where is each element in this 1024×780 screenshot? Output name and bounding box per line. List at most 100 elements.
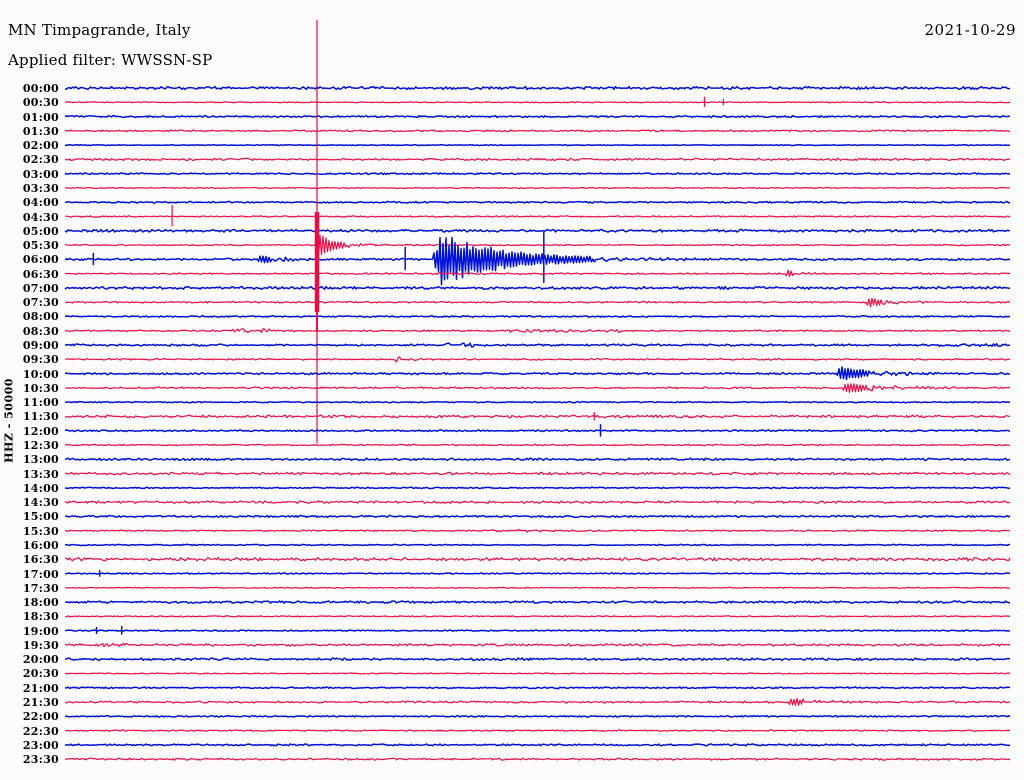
trace-row-2330 [64,757,1011,761]
trace-row-0900 [64,342,1010,348]
trace-row-1100 [64,400,1011,404]
trace-row-2130 [64,697,1011,706]
time-label: 06:00 [22,253,59,267]
time-label: 11:30 [22,410,59,424]
time-label: 02:00 [22,139,59,153]
time-label: 21:00 [22,681,59,695]
trace-row-2230 [64,729,1011,732]
trace-row-1530 [64,528,1011,533]
trace-row-2300 [64,743,1011,747]
time-label: 14:30 [22,496,59,510]
trace-row-0730 [64,297,1011,308]
trace-row-0630 [64,269,1011,277]
trace-row-2200 [64,714,1011,718]
trace-row-1630 [64,556,1011,562]
trace-row-0200 [65,143,1011,147]
trace-row-0300 [64,172,1011,176]
time-label: 10:00 [22,367,59,381]
time-label: 19:30 [22,638,59,652]
time-label: 05:30 [22,239,59,253]
trace-row-1930 [64,642,1011,648]
time-label: 04:00 [22,196,59,210]
filter-label: Applied filter: WWSSN-SP [8,51,213,69]
trace-row-1000 [65,366,1011,381]
trace-row-0130 [65,129,1011,133]
trace-row-0000 [64,85,1011,91]
time-label: 18:30 [22,610,59,624]
time-label: 10:30 [22,381,59,395]
trace-row-1200 [64,423,1011,437]
trace-row-1500 [64,514,1011,519]
trace-row-0530 [65,19,1011,444]
time-label: 11:00 [22,396,59,410]
time-label: 09:30 [22,353,59,367]
trace-row-1330 [64,471,1011,476]
trace-row-1030 [64,383,1011,393]
time-label: 08:30 [22,324,59,338]
trace-row-0800 [64,315,1011,318]
time-label: 07:30 [22,296,59,310]
time-label: 23:00 [22,738,59,752]
time-label: 04:30 [22,210,59,224]
time-label: 00:30 [22,96,59,110]
trace-row-0500 [64,228,1011,233]
trace-row-1700 [64,569,1011,577]
time-label: 17:00 [22,567,59,581]
time-label: 01:00 [22,110,59,124]
trace-row-1730 [64,586,1011,589]
trace-row-2100 [64,686,1011,690]
time-label: 07:00 [22,281,59,295]
time-label: 13:30 [22,467,59,481]
time-label: 14:00 [22,481,59,495]
trace-row-1300 [64,457,1011,462]
time-label: 16:00 [22,538,59,552]
time-label: 22:00 [22,710,59,724]
time-label: 23:30 [22,753,59,767]
trace-row-0330 [64,186,1011,190]
time-label: 09:00 [22,339,59,353]
time-label: 17:30 [22,581,59,595]
trace-row-0030 [64,96,1011,108]
date-label: 2021-10-29 [924,21,1016,39]
trace-row-1430 [64,500,1011,504]
trace-row-1800 [64,600,1010,604]
trace-row-0930 [65,356,1011,363]
time-label: 18:00 [22,596,59,610]
trace-row-0430 [65,204,1011,227]
trace-row-1600 [64,543,1011,547]
time-label: 20:00 [22,653,59,667]
trace-row-0100 [64,114,1011,119]
time-label: 06:30 [22,267,59,281]
trace-row-0230 [64,157,1011,162]
time-label: 12:00 [22,424,59,438]
time-label: 16:30 [22,553,59,567]
trace-row-2000 [64,657,1011,662]
trace-row-1130 [64,411,1011,421]
time-label: 00:00 [22,82,59,95]
trace-row-0400 [64,200,1011,204]
trace-row-0830 [64,328,1011,334]
trace-row-0700 [64,285,1011,291]
time-label: 01:30 [22,124,59,138]
time-label: 19:00 [22,624,59,638]
trace-row-0600 [64,231,1011,286]
time-label: 22:30 [22,724,59,738]
time-label: 08:00 [22,310,59,324]
trace-row-1400 [64,486,1011,490]
time-label: 02:30 [22,153,59,167]
trace-row-1900 [64,625,1011,635]
time-label: 12:30 [22,439,59,452]
time-label: 03:30 [22,181,59,195]
trace-row-1830 [64,615,1011,618]
time-label: 15:30 [22,524,59,538]
time-label: 15:00 [22,510,59,524]
time-label: 05:00 [22,224,59,238]
time-label: 20:30 [22,667,59,681]
station-title: MN Timpagrande, Italy [8,21,191,39]
trace-row-1230 [64,443,1011,447]
time-label: 03:00 [22,167,59,181]
trace-row-2030 [64,672,1011,675]
time-label: 21:30 [22,696,59,710]
